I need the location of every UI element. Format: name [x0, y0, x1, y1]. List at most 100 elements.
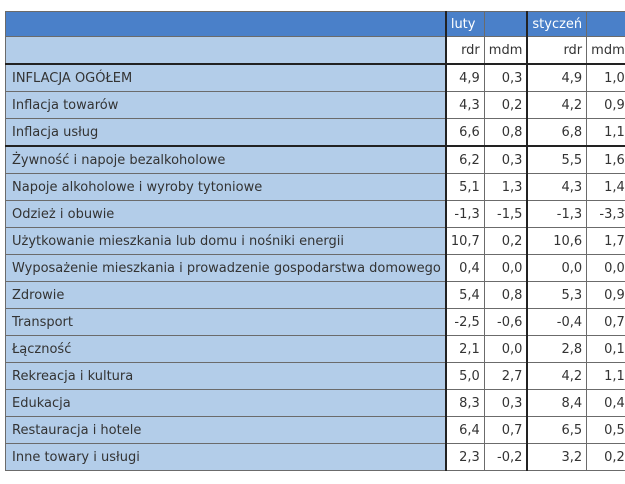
value-rdr-luty: -1,3 — [444, 200, 485, 228]
value-mdm-luty: 0,8 — [483, 281, 528, 309]
row-label: Napoje alkoholowe i wyroby tytoniowe — [4, 173, 447, 201]
value-mdm-styczen: 1,7 — [586, 227, 625, 255]
table-row: Użytkowanie mieszkania lub domu i nośnik… — [4, 227, 625, 255]
row-label: Inflacja towarów — [4, 91, 447, 119]
month-header-styczen-filler — [586, 11, 625, 37]
value-rdr-luty: 5,0 — [444, 362, 485, 390]
value-rdr-luty: 6,4 — [444, 416, 485, 444]
row-label: Żywność i napoje bezalkoholowe — [4, 145, 447, 174]
table-row: Edukacja 8,3 0,3 8,4 0,4 — [4, 389, 625, 417]
value-rdr-styczen: 5,3 — [526, 281, 588, 309]
value-mdm-luty: 0,2 — [483, 91, 528, 119]
month-header-luty: luty — [444, 11, 485, 37]
table-row: Inflacja towarów 4,3 0,2 4,2 0,9 — [4, 91, 625, 119]
value-mdm-styczen: 0,2 — [586, 443, 625, 471]
value-mdm-luty: 2,7 — [483, 362, 528, 390]
row-label: Inne towary i usługi — [4, 443, 447, 471]
row-label: Użytkowanie mieszkania lub domu i nośnik… — [4, 227, 447, 255]
value-mdm-luty: 0,3 — [483, 63, 528, 92]
table-row: Restauracja i hotele 6,4 0,7 6,5 0,5 — [4, 416, 625, 444]
value-rdr-luty: 4,3 — [444, 91, 485, 119]
inflation-table: luty styczeń rdr mdm rdr mdm INFLACJA OG… — [4, 11, 625, 471]
table-row: Transport -2,5 -0,6 -0,4 0,7 — [4, 308, 625, 336]
value-rdr-luty: 0,4 — [444, 254, 485, 282]
value-rdr-styczen: 6,5 — [526, 416, 588, 444]
value-mdm-luty: -1,5 — [483, 200, 528, 228]
row-label: Łączność — [4, 335, 447, 363]
value-mdm-luty: 0,2 — [483, 227, 528, 255]
row-label: Edukacja — [4, 389, 447, 417]
value-rdr-styczen: 4,9 — [526, 63, 588, 92]
table-row: INFLACJA OGÓŁEM 4,9 0,3 4,9 1,0 — [4, 63, 625, 92]
month-header-styczen: styczeń — [526, 11, 588, 37]
subheader-mdm-styczen: mdm — [586, 36, 625, 65]
value-rdr-luty: 6,6 — [444, 118, 485, 147]
row-label: Rekreacja i kultura — [4, 362, 447, 390]
value-mdm-luty: 0,7 — [483, 416, 528, 444]
value-rdr-luty: 6,2 — [444, 145, 485, 174]
value-rdr-luty: 8,3 — [444, 389, 485, 417]
table-row: Wyposażenie mieszkania i prowadzenie gos… — [4, 254, 625, 282]
table-row: Inflacja usług 6,6 0,8 6,8 1,1 — [4, 118, 625, 147]
value-mdm-luty: -0,2 — [483, 443, 528, 471]
value-mdm-luty: 1,3 — [483, 173, 528, 201]
row-label: Restauracja i hotele — [4, 416, 447, 444]
value-rdr-styczen: -0,4 — [526, 308, 588, 336]
value-mdm-styczen: 0,7 — [586, 308, 625, 336]
table-row: Łączność 2,1 0,0 2,8 0,1 — [4, 335, 625, 363]
value-rdr-styczen: 4,2 — [526, 91, 588, 119]
table-row: Inne towary i usługi 2,3 -0,2 3,2 0,2 — [4, 443, 625, 471]
value-mdm-styczen: 1,1 — [586, 362, 625, 390]
value-rdr-luty: 10,7 — [444, 227, 485, 255]
subheader-rdr-styczen: rdr — [526, 36, 588, 65]
month-header-luty-filler — [483, 11, 528, 37]
value-mdm-styczen: 1,1 — [586, 118, 625, 147]
row-label: Odzież i obuwie — [4, 200, 447, 228]
row-label: Wyposażenie mieszkania i prowadzenie gos… — [4, 254, 447, 282]
value-rdr-luty: 2,3 — [444, 443, 485, 471]
row-label: INFLACJA OGÓŁEM — [4, 63, 447, 92]
value-rdr-styczen: -1,3 — [526, 200, 588, 228]
row-label: Zdrowie — [4, 281, 447, 309]
value-mdm-styczen: 0,5 — [586, 416, 625, 444]
value-mdm-luty: 0,8 — [483, 118, 528, 147]
table-row: Odzież i obuwie -1,3 -1,5 -1,3 -3,3 — [4, 200, 625, 228]
value-rdr-styczen: 8,4 — [526, 389, 588, 417]
value-rdr-styczen: 10,6 — [526, 227, 588, 255]
row-label: Inflacja usług — [4, 118, 447, 147]
subheader-corner-cell — [4, 36, 447, 65]
value-mdm-styczen: 0,1 — [586, 335, 625, 363]
value-rdr-luty: 5,1 — [444, 173, 485, 201]
value-mdm-styczen: 1,6 — [586, 145, 625, 174]
value-mdm-luty: 0,3 — [483, 145, 528, 174]
value-mdm-styczen: -3,3 — [586, 200, 625, 228]
value-rdr-styczen: 6,8 — [526, 118, 588, 147]
table-row: Żywność i napoje bezalkoholowe 6,2 0,3 5,5 1… — [4, 145, 625, 174]
value-rdr-styczen: 0,0 — [526, 254, 588, 282]
value-mdm-luty: 0,0 — [483, 254, 528, 282]
value-rdr-luty: -2,5 — [444, 308, 485, 336]
subheader-mdm-luty: mdm — [483, 36, 528, 65]
value-rdr-luty: 2,1 — [444, 335, 485, 363]
value-mdm-luty: -0,6 — [483, 308, 528, 336]
value-rdr-luty: 4,9 — [444, 63, 485, 92]
header-row-measures: rdr mdm rdr mdm — [4, 36, 625, 65]
table-row: Napoje alkoholowe i wyroby tytoniowe 5,1 1… — [4, 173, 625, 201]
value-mdm-styczen: 1,4 — [586, 173, 625, 201]
value-rdr-styczen: 2,8 — [526, 335, 588, 363]
value-mdm-styczen: 0,0 — [586, 254, 625, 282]
value-mdm-styczen: 0,9 — [586, 91, 625, 119]
value-rdr-styczen: 3,2 — [526, 443, 588, 471]
table-row: Zdrowie 5,4 0,8 5,3 0,9 — [4, 281, 625, 309]
header-row-months: luty styczeń — [4, 11, 625, 37]
value-mdm-luty: 0,3 — [483, 389, 528, 417]
value-mdm-styczen: 0,4 — [586, 389, 625, 417]
value-rdr-styczen: 4,3 — [526, 173, 588, 201]
header-corner-cell — [4, 11, 447, 37]
value-mdm-luty: 0,0 — [483, 335, 528, 363]
value-mdm-styczen: 0,9 — [586, 281, 625, 309]
table-row: Rekreacja i kultura 5,0 2,7 4,2 1,1 — [4, 362, 625, 390]
subheader-rdr-luty: rdr — [444, 36, 485, 65]
value-rdr-styczen: 4,2 — [526, 362, 588, 390]
row-label: Transport — [4, 308, 447, 336]
